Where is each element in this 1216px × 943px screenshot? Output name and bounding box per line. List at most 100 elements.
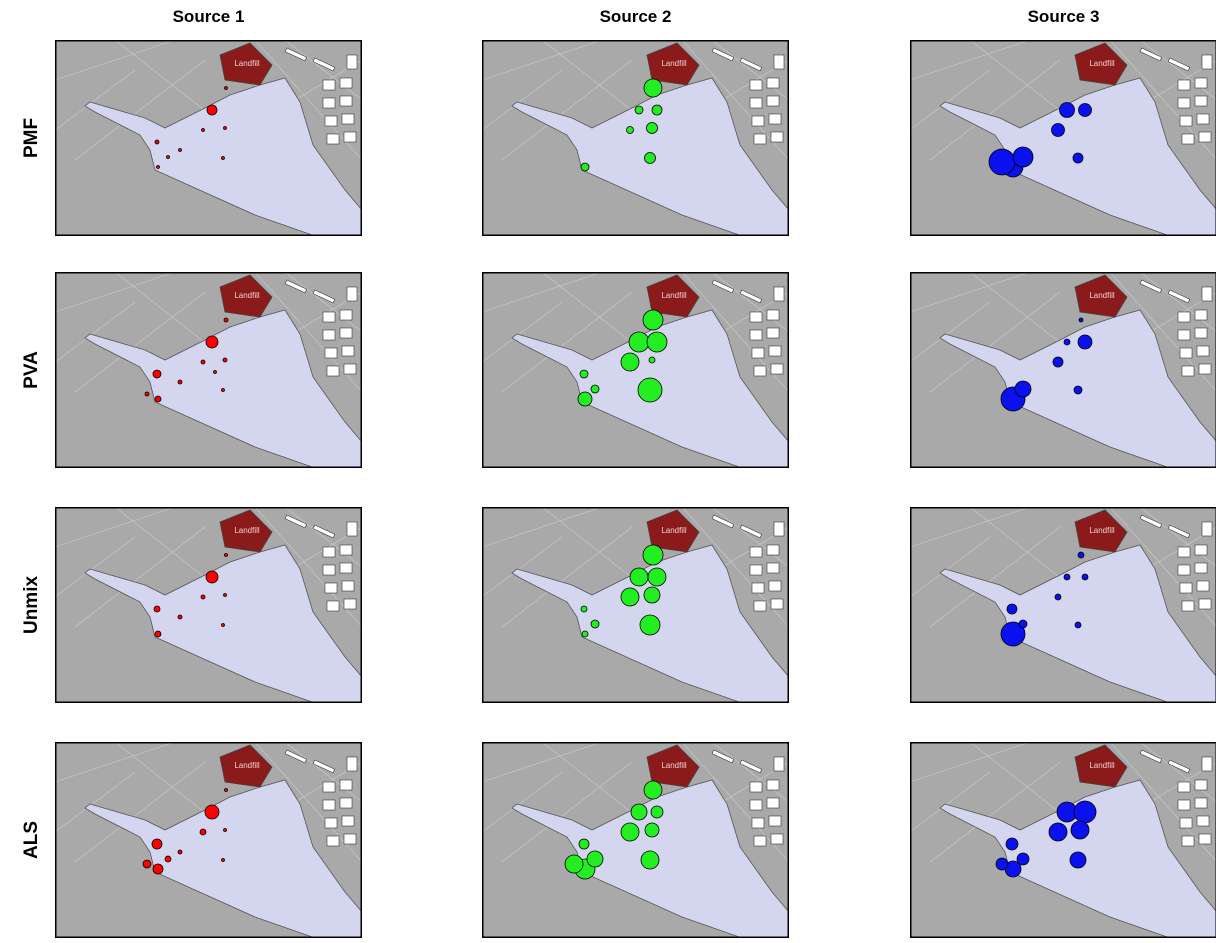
map-panel: Landfill <box>910 272 1216 468</box>
site-bubble <box>1073 385 1083 395</box>
site-bubble <box>579 369 589 379</box>
site-bubble <box>221 156 225 160</box>
site-bubble <box>221 858 225 862</box>
site-bubble <box>586 850 604 868</box>
map-panel: Landfill <box>482 272 789 468</box>
site-bubble <box>643 780 663 800</box>
site-bubble <box>648 356 656 364</box>
site-bubble <box>142 859 152 869</box>
site-bubble <box>1054 593 1062 601</box>
site-bubble <box>1077 551 1085 559</box>
site-bubble <box>642 544 664 566</box>
site-bubble <box>647 567 667 587</box>
site-bubble <box>154 395 162 403</box>
site-bubble <box>1078 103 1092 117</box>
site-bubble <box>646 331 668 353</box>
map-panel: Landfill <box>482 40 789 236</box>
site-bubble <box>154 630 162 638</box>
map <box>910 40 1216 236</box>
site-bubble <box>643 78 663 98</box>
landfill-label: Landfill <box>234 761 260 770</box>
site-bubble <box>1014 380 1032 398</box>
site-bubble <box>1073 800 1097 824</box>
site-bubble <box>213 370 217 374</box>
map <box>55 272 362 468</box>
site-bubble <box>1059 102 1075 118</box>
site-bubble <box>221 388 225 392</box>
map <box>55 507 362 703</box>
site-bubble <box>646 122 658 134</box>
map-panel: Landfill <box>482 507 789 703</box>
map-panel: Landfill <box>55 507 362 703</box>
row-label: PMF <box>21 118 42 158</box>
site-bubble <box>590 384 600 394</box>
site-bubble <box>639 614 661 636</box>
site-bubble <box>644 152 656 164</box>
map-panel: Landfill <box>55 272 362 468</box>
site-bubble <box>224 788 228 792</box>
site-bubble <box>620 587 640 607</box>
map-panel: Landfill <box>482 742 789 938</box>
site-bubble <box>581 630 589 638</box>
site-bubble <box>620 822 640 842</box>
site-bubble <box>200 359 206 365</box>
landfill-label: Landfill <box>1089 291 1115 300</box>
site-bubble <box>223 317 229 323</box>
site-bubble <box>634 105 644 115</box>
site-bubble <box>1006 603 1018 615</box>
site-bubble <box>151 838 163 850</box>
site-bubble <box>995 857 1009 871</box>
landfill-label: Landfill <box>234 291 260 300</box>
site-bubble <box>1016 852 1030 866</box>
site-bubble <box>628 331 650 353</box>
row-label: Unmix <box>21 576 42 635</box>
map-panel: Landfill <box>910 507 1216 703</box>
site-bubble <box>1018 619 1028 629</box>
map <box>55 742 362 938</box>
site-bubble <box>580 605 588 613</box>
site-bubble <box>1051 123 1065 137</box>
site-bubble <box>156 165 160 169</box>
site-bubble <box>1052 356 1064 368</box>
site-bubble <box>224 86 228 90</box>
site-bubble <box>580 162 590 172</box>
site-bubble <box>620 352 640 372</box>
site-bubble <box>1048 822 1068 842</box>
landfill-label: Landfill <box>661 761 687 770</box>
site-bubble <box>205 570 219 584</box>
site-bubble <box>1012 146 1034 168</box>
site-bubble <box>590 619 600 629</box>
map-panel: Landfill <box>55 40 362 236</box>
landfill-label: Landfill <box>1089 59 1115 68</box>
site-bubble <box>988 148 1016 176</box>
site-bubble <box>651 104 663 116</box>
site-bubble <box>224 553 228 557</box>
map <box>482 40 789 236</box>
site-bubble <box>629 567 649 587</box>
site-bubble <box>200 594 206 600</box>
landfill-label: Landfill <box>234 526 260 535</box>
site-bubble <box>577 391 593 407</box>
map <box>482 507 789 703</box>
site-bubble <box>564 854 584 874</box>
site-bubble <box>204 804 220 820</box>
map <box>482 742 789 938</box>
site-bubble <box>164 855 172 863</box>
landfill-label: Landfill <box>234 59 260 68</box>
site-bubble <box>1005 837 1019 851</box>
site-bubble <box>205 335 219 349</box>
site-bubble <box>626 126 634 134</box>
site-bubble <box>1077 334 1093 350</box>
site-bubble <box>206 104 218 116</box>
site-bubble <box>1078 317 1084 323</box>
site-bubble <box>1074 621 1082 629</box>
site-bubble <box>640 850 660 870</box>
site-bubble <box>221 623 225 627</box>
site-bubble <box>1069 851 1087 869</box>
site-bubble <box>178 148 182 152</box>
site-bubble <box>650 805 664 819</box>
site-bubble <box>578 838 590 850</box>
column-title: Source 2 <box>600 7 672 26</box>
map <box>482 272 789 468</box>
column-title: Source 3 <box>1028 7 1100 26</box>
